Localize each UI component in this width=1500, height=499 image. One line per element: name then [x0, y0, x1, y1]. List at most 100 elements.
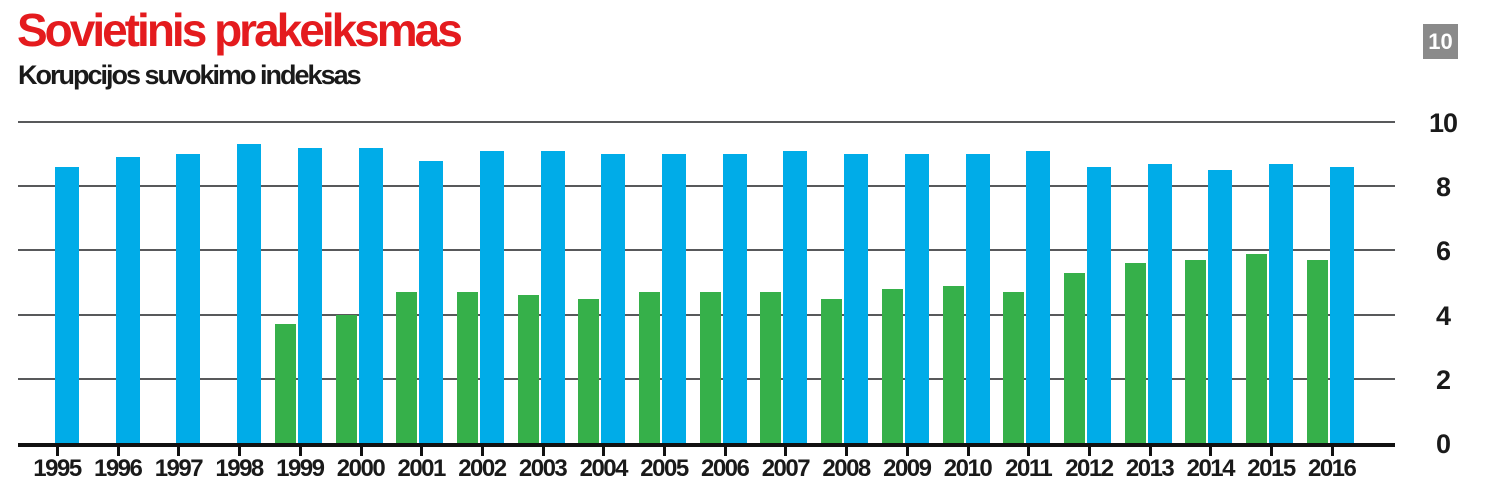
bar-blue-1997: [176, 154, 201, 443]
chart-subtitle: Korupcijos suvokimo indeksas: [18, 60, 362, 90]
x-tick-2001: [420, 447, 424, 456]
bar-blue-2008: [844, 154, 869, 443]
x-tick-2015: [1270, 447, 1273, 456]
bar-blue-2006: [722, 154, 747, 443]
x-tick-label-2012: 2012: [1065, 455, 1114, 482]
x-tick-2005: [663, 447, 666, 456]
bar-green-2013: [1124, 263, 1146, 443]
y-axis-labels: 0 2 4 6 8 10: [1418, 109, 1468, 458]
bar-green-2010: [942, 285, 964, 443]
x-tick-2016: [1330, 447, 1334, 456]
bar-blue-1998: [237, 144, 262, 443]
bar-blue-2009: [904, 154, 929, 443]
y-tick-label-2: 2: [1435, 364, 1451, 395]
x-tick-2004: [602, 447, 606, 456]
x-tick-2003: [541, 447, 545, 456]
bar-blue-2007: [783, 150, 808, 443]
gridline-6: [18, 249, 1395, 252]
x-tick-label-2003: 2003: [518, 455, 568, 482]
bar-blue-2014: [1208, 170, 1233, 443]
bar-blue-2005: [662, 154, 686, 443]
x-tick-label-2000: 2000: [336, 455, 386, 482]
bar-blue-2000: [358, 147, 383, 443]
x-tick-2002: [480, 447, 484, 456]
y-tick-label-10: 10: [1428, 108, 1458, 138]
bar-green-2008: [821, 298, 843, 443]
bar-green-2005: [639, 292, 660, 443]
x-tick-label-1995: 1995: [33, 455, 82, 482]
x-tick-label-2011: 2011: [1005, 455, 1053, 482]
y-tick-label-4: 4: [1435, 300, 1451, 331]
x-tick-label-2001: 2001: [397, 455, 446, 482]
x-tick-2009: [905, 447, 909, 456]
bar-green-2006: [699, 292, 721, 443]
x-tick-label-1996: 1996: [93, 455, 143, 482]
bar-green-2003: [517, 295, 539, 443]
y-tick-label-6: 6: [1435, 236, 1451, 267]
x-tick-label-2007: 2007: [761, 455, 811, 482]
x-tick-2011: [1027, 447, 1031, 456]
x-tick-label-1998: 1998: [215, 455, 264, 482]
x-tick-1997: [177, 447, 181, 456]
x-tick-label-2009: 2009: [883, 455, 932, 482]
bar-green-2009: [881, 288, 903, 443]
x-tick-1996: [116, 447, 120, 456]
bar-green-2001: [396, 292, 418, 443]
plot-area: 1995 1996 1997 1998 1999 2000 2001 2002 2003 2004…: [18, 121, 1395, 482]
x-tick-label-1997: 1997: [154, 455, 204, 482]
x-tick-2006: [723, 447, 727, 456]
x-tick-label-2010: 2010: [943, 455, 993, 482]
y-tick-label-8: 8: [1435, 172, 1451, 203]
x-tick-label-1999: 1999: [276, 455, 325, 482]
x-tick-label-2014: 2014: [1186, 455, 1236, 482]
x-tick-label-2002: 2002: [458, 455, 507, 482]
bar-green-2015: [1246, 253, 1267, 443]
x-tick-1995: [56, 447, 59, 456]
bar-blue-2001: [419, 160, 444, 443]
page-number-badge: 10: [1423, 24, 1458, 59]
bar-green-2004: [578, 298, 600, 443]
x-tick-2014: [1209, 447, 1213, 456]
bar-green-2000: [335, 314, 357, 443]
y-tick-label-0: 0: [1435, 429, 1451, 459]
x-tick-label-2008: 2008: [822, 455, 871, 482]
bar-blue-2013: [1147, 163, 1172, 443]
bar-green-2007: [760, 292, 782, 443]
x-tick-1998: [238, 447, 242, 456]
bar-blue-2015: [1269, 163, 1293, 443]
x-tick-2007: [784, 447, 788, 456]
bar-blue-1999: [297, 147, 322, 443]
bar-blue-2016: [1329, 166, 1354, 443]
bar-blue-2003: [540, 150, 565, 443]
x-tick-label-2013: 2013: [1125, 455, 1175, 482]
bar-blue-1996: [115, 157, 140, 443]
x-axis-line: [18, 443, 1395, 447]
x-tick-label-2004: 2004: [579, 455, 629, 482]
x-tick-2008: [845, 447, 849, 456]
bar-blue-2011: [1026, 150, 1051, 443]
bar-green-1999: [274, 324, 296, 443]
bar-blue-2010: [965, 154, 990, 443]
chart-title: Sovietinis prakeiksmas: [17, 4, 463, 56]
bar-blue-2002: [479, 150, 504, 443]
bar-blue-2004: [601, 154, 626, 443]
x-tick-2013: [1148, 447, 1152, 456]
x-tick-2012: [1087, 447, 1091, 456]
bar-green-2011: [1003, 292, 1025, 443]
x-tick-1999: [298, 447, 302, 456]
gridline-10: [18, 121, 1395, 123]
x-tick-label-2006: 2006: [700, 455, 750, 482]
x-tick-2000: [359, 447, 363, 456]
bar-green-2002: [456, 292, 478, 443]
bar-green-2012: [1063, 272, 1085, 443]
x-tick-label-2005: 2005: [640, 455, 689, 482]
gridline-8: [18, 185, 1395, 188]
x-tick-label-2016: 2016: [1307, 455, 1357, 482]
x-tick-label-2015: 2015: [1247, 455, 1296, 482]
bar-green-2014: [1185, 260, 1207, 443]
bar-blue-1995: [55, 166, 79, 443]
x-tick-2010: [966, 447, 970, 456]
bar-blue-2012: [1086, 166, 1111, 443]
bar-green-2016: [1306, 260, 1328, 443]
